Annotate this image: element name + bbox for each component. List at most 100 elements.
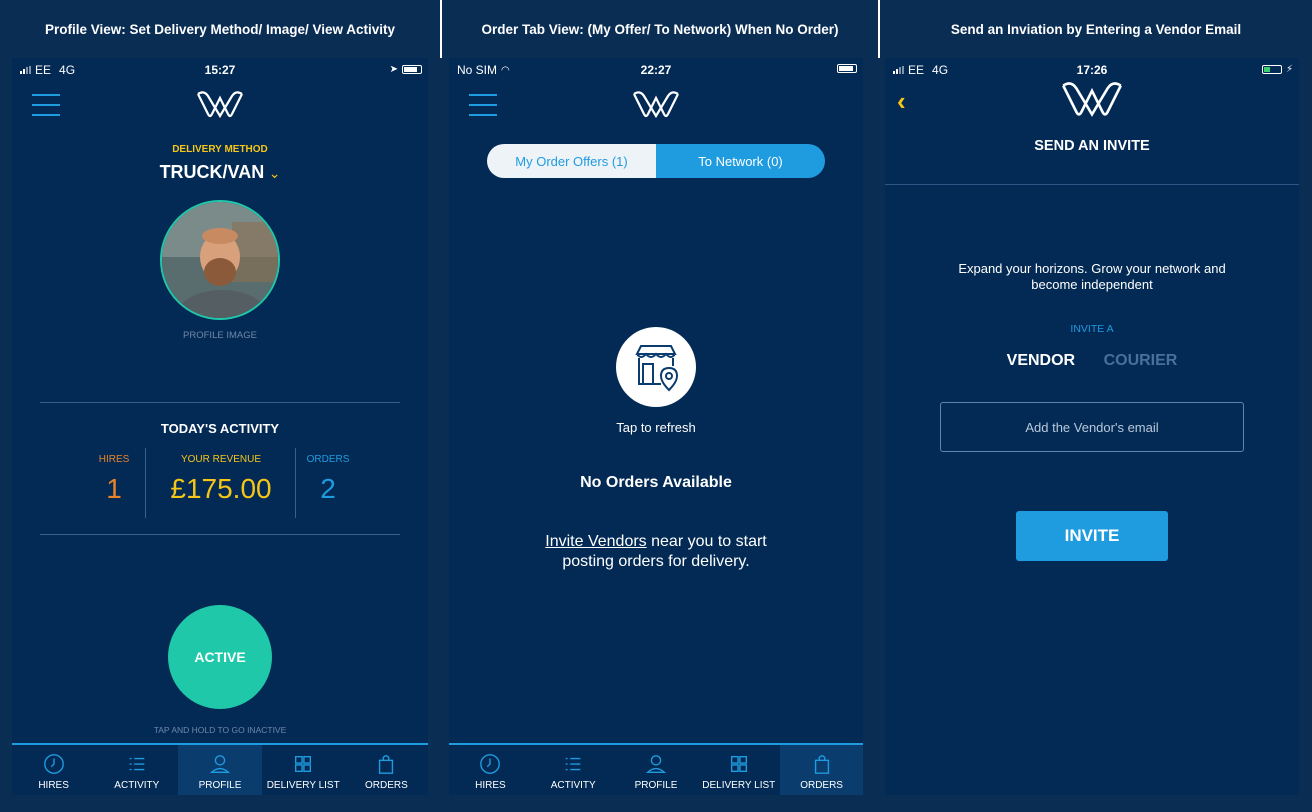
logo-icon [1062,82,1122,117]
tab-label: DELIVERY LIST [266,780,340,791]
tab-label: ACTIVITY [114,780,160,791]
invite-tagline: Expand your horizons. Grow your network … [885,261,1299,293]
network-label: 4G [932,63,949,77]
logo-icon [633,91,679,119]
column-title-orders: Order Tab View: (My Offer/ To Network) W… [481,21,839,37]
store-location-icon [635,345,679,392]
profile-screen: EE 4G 15:27 ➤ DELIVERY METHOD TRUCK/VAN … [12,58,428,795]
invite-type-toggle: VENDOR COURIER [885,352,1299,370]
tagline-line: Expand your horizons. Grow your network … [958,261,1226,276]
clock: 15:27 [204,63,236,77]
column-title-profile: Profile View: Set Delivery Method/ Image… [44,21,396,37]
invite-a-label: INVITE A [1070,323,1114,335]
tab-profile[interactable]: PROFILE [615,745,698,795]
charging-icon: ⚡ [1285,64,1293,75]
clock: 22:27 [640,63,672,77]
status-bar: No SIM ◠ 22:27 [449,58,863,80]
status-bar: EE 4G 15:27 ➤ [12,58,428,80]
battery-icon [1261,65,1282,74]
status-bar: EE 4G 17:26 ⚡ [885,58,1299,80]
carrier-label: EE [908,63,925,77]
grid-icon [730,755,747,773]
back-chevron-icon[interactable]: ‹ [897,86,906,116]
invite-screen: EE 4G 17:26 ⚡ ‹ SEND AN INVITE Expand yo… [885,58,1299,795]
tab-activity[interactable]: ACTIVITY [95,745,178,795]
invite-vendors-message: Invite Vendors near you to start posting… [449,532,863,572]
clock-icon [43,754,64,774]
hold-hint: TAP AND HOLD TO GO INACTIVE [153,725,287,735]
tab-hires[interactable]: HIRES [12,745,95,795]
revenue-value: £175.00 [170,473,272,504]
wifi-icon: ◠ [501,64,510,76]
grid-icon [295,755,312,773]
clock: 17:26 [1076,63,1108,77]
orders-label: ORDERS [306,454,350,465]
orders-segmented-control: My Order Offers (1) To Network (0) [487,144,825,178]
orders-stat: ORDERS 2 [296,454,360,505]
refresh-button[interactable] [616,327,696,407]
invite-message-text: posting orders for delivery. [562,553,750,570]
tab-delivery-list[interactable]: DELIVERY LIST [262,745,345,795]
user-icon [209,755,231,773]
hires-stat: HIRES 1 [82,454,146,505]
profile-avatar[interactable] [160,200,280,320]
column-divider [440,0,442,58]
page-title: SEND AN INVITE [1034,138,1150,154]
bag-icon [814,755,829,774]
tab-label: HIRES [475,780,506,791]
menu-icon[interactable] [469,94,497,116]
clock-icon [480,754,501,774]
vendor-email-input[interactable] [940,402,1244,452]
separator [40,534,400,535]
user-icon [645,755,667,773]
tab-label: HIRES [38,780,69,791]
tab-orders[interactable]: ORDERS [780,745,863,795]
tab-orders[interactable]: ORDERS [345,745,428,795]
tab-label: ORDERS [365,780,408,791]
battery-icon [402,65,422,74]
delivery-method-value: TRUCK/VAN [159,162,265,182]
tab-label: PROFILE [198,780,242,791]
hires-value: 1 [106,473,122,504]
column-divider [878,0,880,58]
active-toggle-button[interactable]: ACTIVE [168,605,272,709]
tab-hires[interactable]: HIRES [449,745,532,795]
revenue-label: YOUR REVENUE [180,454,261,465]
stat-divider [295,448,296,518]
hires-label: HIRES [98,454,130,465]
invite-button[interactable]: INVITE [1016,511,1168,561]
bag-icon [379,755,394,774]
invite-type-courier[interactable]: COURIER [1103,352,1178,369]
tab-label: ORDERS [800,780,843,791]
invite-type-vendor[interactable]: VENDOR [1006,352,1076,369]
profile-image-label: PROFILE IMAGE [183,330,257,341]
avatar-photo [162,202,278,318]
empty-state-title: No Orders Available [580,474,732,491]
battery-icon [837,64,857,73]
logo-icon [197,91,243,119]
delivery-method-select[interactable]: TRUCK/VAN ⌄ [12,162,428,183]
refresh-label: Tap to refresh [616,420,696,435]
revenue-stat: YOUR REVENUE £175.00 [146,454,296,505]
invite-message-text: near you to start [646,533,767,550]
header-divider [885,184,1299,185]
segment-to-network[interactable]: To Network (0) [656,144,825,178]
separator [40,402,400,403]
orders-screen: No SIM ◠ 22:27 My Order Offers (1) To Ne… [449,58,863,795]
tab-profile[interactable]: PROFILE [178,745,262,795]
tab-activity[interactable]: ACTIVITY [532,745,615,795]
carrier-label: No SIM [457,63,498,77]
location-arrow-icon: ➤ [389,64,398,75]
list-icon [129,757,145,771]
activity-title: TODAY'S ACTIVITY [160,421,280,436]
stat-divider [145,448,146,518]
invite-vendors-link[interactable]: Invite Vendors [545,533,647,550]
delivery-method-label: DELIVERY METHOD [172,144,268,155]
tab-label: DELIVERY LIST [702,780,776,791]
tab-delivery-list[interactable]: DELIVERY LIST [697,745,780,795]
segment-my-order-offers[interactable]: My Order Offers (1) [487,144,656,178]
list-icon [565,757,581,771]
tab-label: ACTIVITY [550,780,596,791]
menu-icon[interactable] [32,94,60,116]
signal-icon [893,66,904,74]
